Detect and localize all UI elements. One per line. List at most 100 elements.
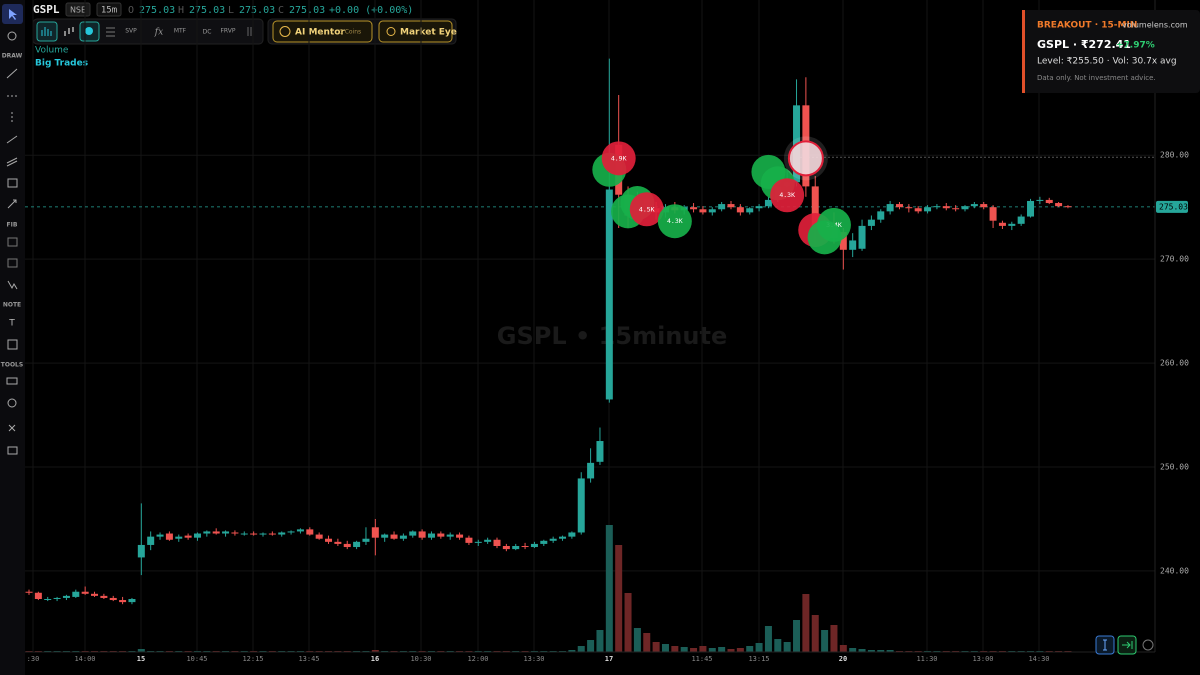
x-tick-label: 12:00 bbox=[467, 655, 488, 663]
indicator-big-trades[interactable]: Big Trades bbox=[35, 59, 88, 69]
candle-body bbox=[362, 538, 370, 542]
alert-accent bbox=[1022, 10, 1025, 93]
alert-change: +7.97% bbox=[1116, 41, 1155, 51]
candle-body bbox=[278, 532, 286, 535]
volume-bar bbox=[371, 650, 379, 652]
line-tool[interactable] bbox=[6, 68, 18, 79]
y-tick-label: 280.00 bbox=[1160, 151, 1189, 160]
alert-card[interactable] bbox=[1022, 10, 1200, 93]
volume-bar bbox=[661, 644, 669, 652]
volume-bar bbox=[137, 649, 145, 652]
help-button[interactable] bbox=[1142, 639, 1154, 651]
exchange-badge bbox=[65, 2, 91, 17]
interval-badge[interactable] bbox=[96, 2, 122, 17]
candle-body bbox=[334, 541, 342, 544]
candle-body bbox=[25, 591, 33, 593]
candle-body bbox=[493, 539, 501, 546]
last-price-tag bbox=[1156, 200, 1188, 213]
market-eye-button[interactable] bbox=[378, 20, 453, 43]
candle-body bbox=[72, 591, 80, 597]
measure-tool[interactable] bbox=[6, 377, 18, 385]
alert-disclaimer: Data only. Not investment advice. bbox=[1037, 74, 1156, 82]
candle-body bbox=[699, 209, 707, 213]
volume-bar bbox=[849, 648, 857, 652]
big-trade-bubble bbox=[629, 192, 664, 227]
candle-body bbox=[119, 600, 127, 603]
candle-body bbox=[184, 535, 192, 538]
big-trade-bubble bbox=[770, 178, 805, 213]
ai-mentor-button[interactable] bbox=[272, 20, 373, 43]
candle-body bbox=[867, 219, 875, 226]
candle-body bbox=[1027, 200, 1035, 217]
candle-body bbox=[240, 533, 248, 535]
section-label: NOTE bbox=[3, 302, 21, 309]
big-trade-bubble bbox=[807, 220, 842, 255]
ohlc-label: O bbox=[128, 5, 134, 16]
candle-body bbox=[1036, 199, 1044, 201]
mtf-button[interactable]: MTF bbox=[174, 28, 187, 35]
big-trade-label: 4.3K bbox=[779, 191, 795, 199]
dc-button[interactable]: DC bbox=[203, 29, 212, 36]
candle-body bbox=[708, 209, 716, 213]
market-eye-label[interactable]: Market Eye bbox=[400, 28, 457, 38]
candle-body bbox=[44, 598, 52, 600]
crosshair-tool[interactable] bbox=[7, 31, 17, 41]
coins-label: 3 Coins bbox=[339, 29, 361, 36]
candle-button[interactable] bbox=[64, 27, 74, 36]
volume-bar bbox=[811, 615, 819, 652]
ai-mentor-label[interactable]: AI Mentor bbox=[295, 28, 345, 38]
alert-price: GSPL · ₹272.41 bbox=[1037, 38, 1131, 51]
candle-body bbox=[933, 206, 941, 208]
candle-body bbox=[998, 222, 1006, 226]
fib-ext-tool[interactable] bbox=[7, 258, 18, 268]
candle-body bbox=[34, 592, 42, 599]
text-tool[interactable]: T bbox=[8, 319, 15, 329]
candle-body bbox=[924, 207, 932, 212]
candle-body bbox=[53, 597, 61, 599]
candle-body bbox=[353, 541, 361, 548]
ray-tool[interactable] bbox=[6, 135, 18, 144]
volume-bar bbox=[858, 649, 866, 652]
fx-button[interactable]: fx bbox=[154, 28, 163, 38]
candle-body bbox=[952, 208, 960, 210]
candle-body bbox=[137, 544, 145, 558]
candle-body bbox=[755, 206, 763, 209]
x-tick-label: 13:30 bbox=[523, 655, 544, 663]
svp-button[interactable]: SVP bbox=[125, 28, 137, 35]
bubbles-icon bbox=[85, 27, 93, 35]
fib-tool[interactable] bbox=[7, 237, 18, 247]
more-button[interactable] bbox=[247, 27, 252, 36]
candle-body bbox=[231, 532, 239, 534]
zoom-tool[interactable] bbox=[7, 398, 17, 408]
candle-body bbox=[718, 204, 726, 210]
candle-body bbox=[568, 532, 576, 537]
clear-tool[interactable] bbox=[8, 424, 16, 432]
indicator-volume[interactable]: Volume bbox=[35, 46, 69, 56]
volume-bar bbox=[764, 626, 772, 652]
ohlc-label: H bbox=[178, 5, 184, 16]
rect-tool[interactable] bbox=[7, 178, 18, 188]
note-tool[interactable] bbox=[7, 339, 18, 350]
candle-body bbox=[727, 204, 735, 208]
ohlc-label: L bbox=[228, 5, 234, 16]
candle-body bbox=[465, 537, 473, 543]
candle-body bbox=[315, 534, 323, 539]
candle-body bbox=[474, 541, 482, 543]
x-tick-label: 14:00 bbox=[74, 655, 95, 663]
volume-bar bbox=[690, 648, 698, 652]
screenshot-tool[interactable] bbox=[7, 446, 18, 455]
x-tick-label: 20 bbox=[839, 655, 847, 663]
channel-tool[interactable] bbox=[6, 157, 18, 167]
candle-body bbox=[1064, 206, 1072, 208]
candle-body bbox=[296, 529, 304, 532]
candle-body bbox=[521, 545, 529, 548]
interval[interactable]: 15m bbox=[101, 6, 117, 16]
bars-button[interactable] bbox=[36, 21, 58, 42]
pattern-tool[interactable] bbox=[7, 280, 18, 290]
list-button[interactable] bbox=[106, 27, 115, 37]
candle-body bbox=[849, 240, 857, 250]
arrow-tool[interactable] bbox=[7, 199, 17, 209]
frvp-button[interactable]: FRVP bbox=[220, 28, 235, 35]
candle-body bbox=[484, 539, 492, 542]
